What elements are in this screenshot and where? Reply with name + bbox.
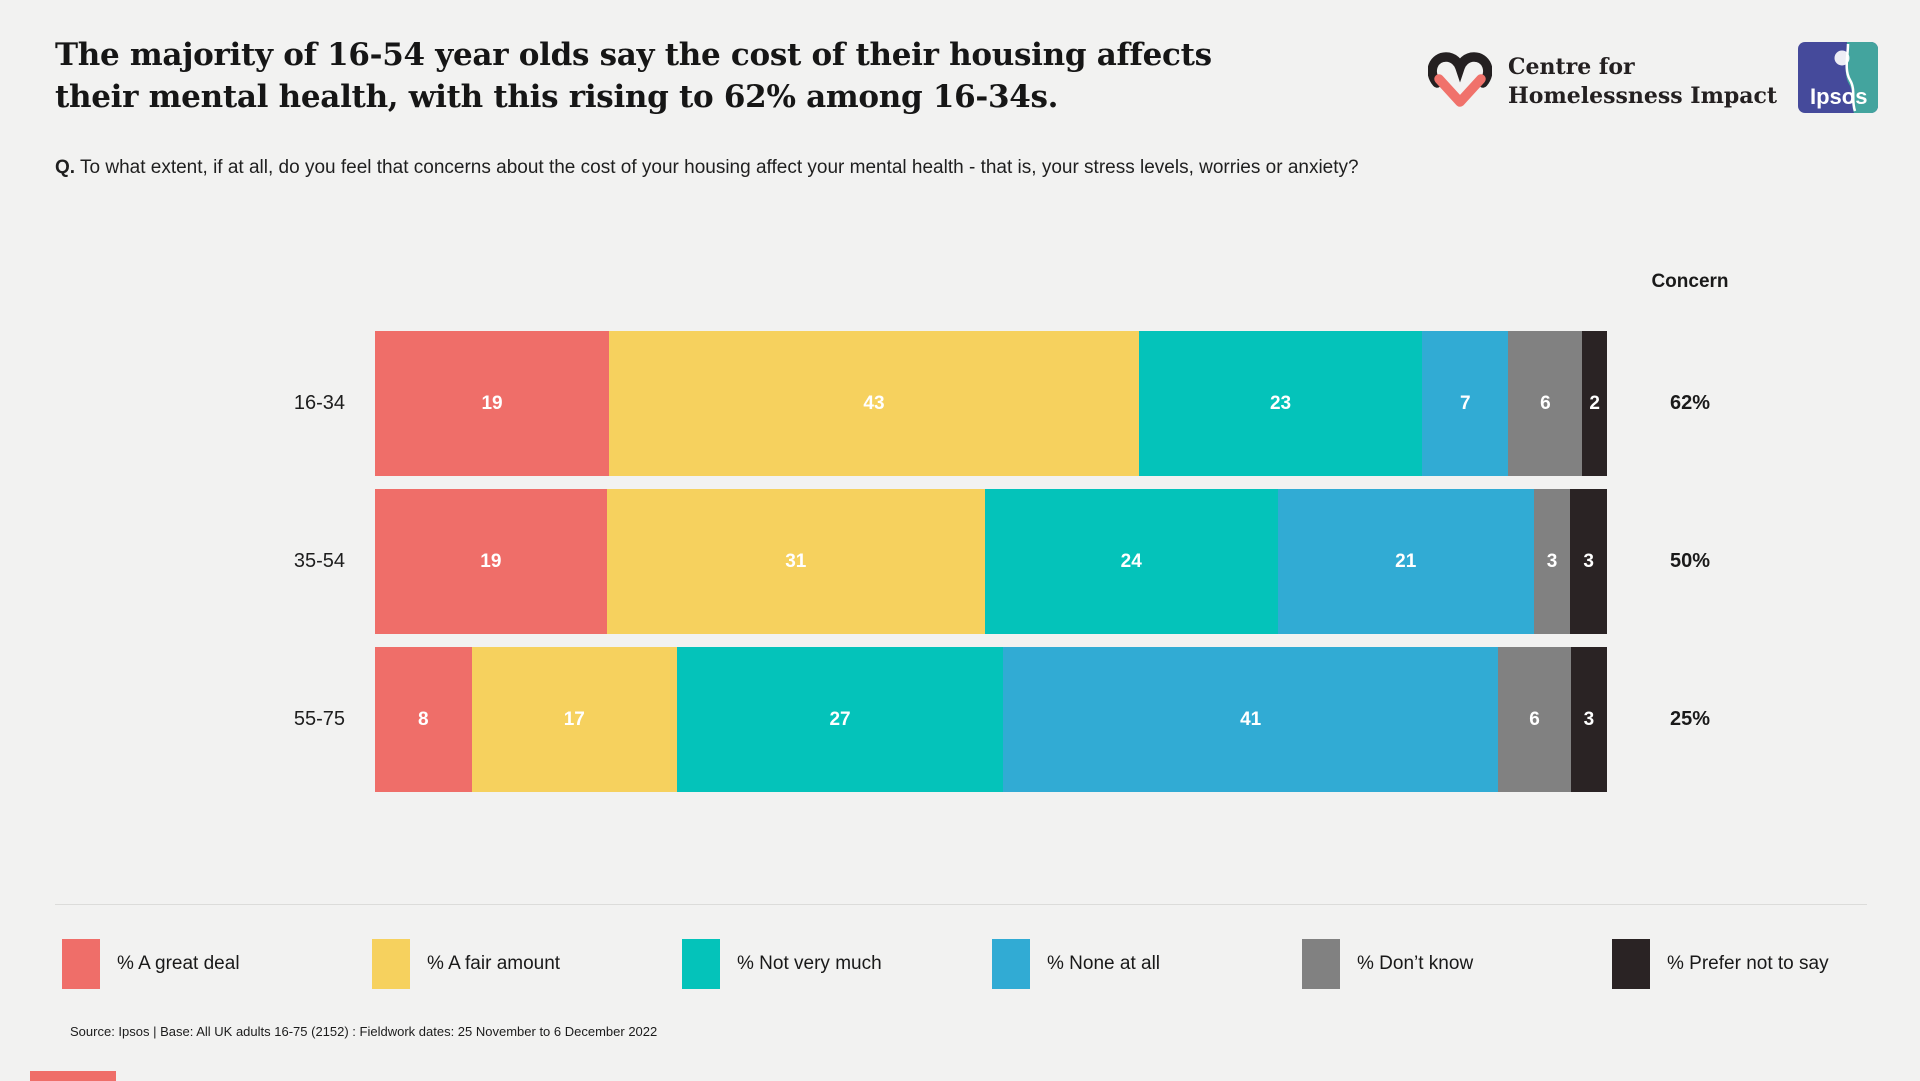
bar-segment: 27	[676, 647, 1004, 792]
concern-value: 62%	[1669, 392, 1711, 414]
segment-value: 31	[785, 550, 807, 572]
legend-item: % Not very much	[682, 939, 992, 989]
divider-line	[55, 904, 1867, 905]
legend-item: % Prefer not to say	[1612, 939, 1920, 989]
bar-segment: 2	[1582, 331, 1607, 476]
concern-value: 25%	[1669, 708, 1711, 730]
segment-value: 2	[1589, 392, 1600, 414]
legend-swatch	[372, 939, 410, 989]
segment-value: 23	[1269, 392, 1292, 414]
bar-row: 35-54 19 31 24 21 3 3 50%	[0, 489, 1773, 634]
heart-icon	[1428, 52, 1492, 107]
segment-value: 21	[1395, 550, 1417, 572]
segment-value: 3	[1583, 550, 1594, 572]
legend-swatch	[992, 939, 1030, 989]
footer-accent-bar	[30, 1071, 116, 1081]
bar-segment: 8	[375, 647, 472, 792]
bar-row: 16-34 19 43 23 7 6 2 62%	[0, 331, 1773, 476]
question-prefix: Q.	[55, 157, 76, 178]
stacked-bar: 19 31 24 21 3 3	[375, 489, 1607, 634]
legend-label: % Don’t know	[1357, 953, 1474, 974]
legend-label: % Prefer not to say	[1667, 953, 1829, 974]
bar-segment: 6	[1508, 331, 1583, 476]
legend-swatch	[1302, 939, 1340, 989]
legend-swatch	[682, 939, 720, 989]
row-label: 16-34	[293, 392, 345, 414]
bar-segment: 7	[1422, 331, 1509, 476]
bar-segment: 31	[606, 489, 985, 634]
bar-segment: 24	[984, 489, 1278, 634]
segment-value: 3	[1546, 550, 1558, 572]
bar-segment: 23	[1138, 331, 1423, 476]
chart-legend: % A great deal % A fair amount % Not very …	[62, 939, 1920, 989]
title-line-1: The majority of 16-54 year olds say the …	[55, 37, 1212, 73]
legend-label: % A great deal	[117, 953, 240, 974]
legend-label: % A fair amount	[427, 953, 561, 974]
stacked-bar: 8 17 27 41 6 3	[375, 647, 1607, 792]
segment-value: 43	[863, 392, 885, 414]
chi-logo: Centre for Homelessness Impact	[1428, 52, 1777, 112]
bar-segment: 19	[375, 331, 610, 476]
legend-label: % Not very much	[737, 953, 882, 974]
segment-value: 27	[829, 708, 851, 730]
chi-logo-line-1: Centre for	[1508, 54, 1635, 80]
legend-label: % None at all	[1047, 953, 1161, 974]
segment-value: 24	[1120, 550, 1142, 572]
stacked-bar: 19 43 23 7 6 2	[375, 331, 1607, 476]
title-line-2: their mental health, with this rising to…	[55, 79, 1059, 115]
segment-value: 3	[1583, 708, 1595, 730]
legend-item: % Don’t know	[1302, 939, 1612, 989]
survey-question: Q. To what extent, if at all, do you fee…	[55, 157, 1359, 179]
bar-segment: 3	[1570, 647, 1607, 792]
row-label: 55-75	[293, 708, 345, 730]
bar-row: 55-75 8 17 27 41 6 3 25%	[0, 647, 1773, 792]
ipsos-wordmark: Ipsos	[1810, 84, 1867, 109]
bar-segment: 17	[471, 647, 677, 792]
chi-logo-text: Centre for Homelessness Impact	[1508, 53, 1777, 111]
legend-item: % A great deal	[62, 939, 372, 989]
segment-value: 6	[1529, 708, 1540, 730]
ipsos-logo-icon: Ipsos	[1798, 42, 1878, 113]
chi-logo-line-2: Homelessness Impact	[1508, 83, 1778, 109]
bar-segment: 6	[1498, 647, 1571, 792]
ipsos-logo: Ipsos	[1798, 42, 1878, 113]
legend-swatch	[62, 939, 100, 989]
segment-value: 17	[563, 708, 585, 730]
legend-item: % A fair amount	[372, 939, 682, 989]
segment-value: 8	[418, 708, 429, 730]
segment-value: 41	[1240, 708, 1262, 730]
segment-value: 6	[1540, 392, 1551, 414]
legend-item: % None at all	[992, 939, 1302, 989]
source-note: Source: Ipsos | Base: All UK adults 16-7…	[70, 1024, 658, 1039]
question-text: To what extent, if at all, do you feel t…	[80, 157, 1359, 178]
segment-value: 19	[480, 550, 502, 572]
bar-segment: 3	[1533, 489, 1571, 634]
row-label: 35-54	[293, 550, 345, 572]
legend-swatch	[1612, 939, 1650, 989]
page-title: The majority of 16-54 year olds say the …	[55, 34, 1212, 118]
bar-segment: 19	[375, 489, 607, 634]
stacked-bar-chart: 16-34 19 43 23 7 6 2 62% 35-54 19 31 24 21 3 3 50% 55-75…	[0, 331, 1773, 805]
segment-value: 19	[481, 392, 503, 414]
concern-value: 50%	[1669, 550, 1711, 572]
segment-value: 7	[1460, 392, 1471, 414]
bar-segment: 41	[1003, 647, 1499, 792]
bar-segment: 3	[1570, 489, 1607, 634]
concern-column-header: Concern	[1651, 271, 1729, 292]
bar-segment: 43	[609, 331, 1139, 476]
bar-segment: 21	[1277, 489, 1534, 634]
